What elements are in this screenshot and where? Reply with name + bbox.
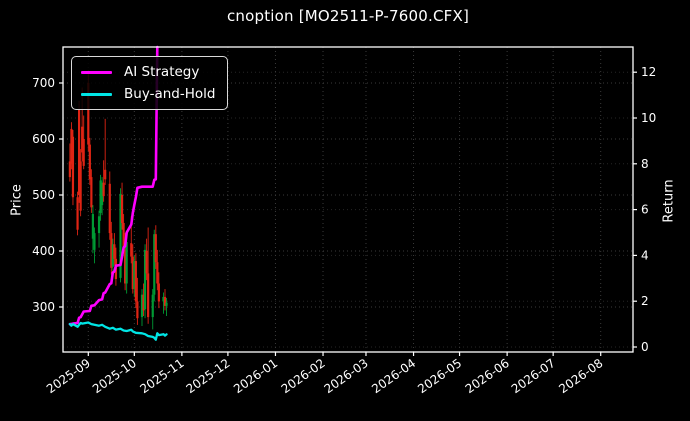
ai-strategy-line-swatch [81, 70, 112, 74]
x-tick-label: 2025-11 [138, 356, 187, 396]
candle-body [143, 249, 147, 310]
x-tick-label: 2026-01 [231, 356, 280, 396]
price-tick-label: 400 [32, 244, 55, 258]
candle-body [157, 283, 160, 302]
candle-body [153, 234, 156, 295]
x-tick-label: 2026-06 [463, 356, 512, 396]
legend-item-buy-and-hold: Buy-and-Hold [81, 86, 215, 102]
candle-body [131, 256, 134, 290]
candle-body [122, 223, 125, 247]
candle-body [162, 296, 165, 302]
candle-body [119, 193, 122, 278]
plot-border [62, 46, 634, 353]
legend-label-buy-and-hold: Buy-and-Hold [124, 86, 216, 102]
price-tick-label: 300 [32, 300, 55, 314]
candle-body [130, 243, 133, 257]
return-tick-label: 6 [641, 203, 649, 217]
candle-body [156, 262, 159, 284]
ai-strategy-line [68, 45, 159, 326]
candle-body [133, 261, 136, 290]
legend-label-ai-strategy: AI Strategy [124, 64, 200, 80]
candle-body [99, 180, 102, 213]
buy-and-hold-line-swatch [81, 92, 112, 96]
return-tick-label: 4 [641, 248, 649, 262]
candle-body [124, 249, 127, 284]
candle-body [76, 197, 79, 230]
candle-body [77, 109, 81, 195]
legend-item-ai-strategy: AI Strategy [81, 64, 215, 80]
return-tick-label: 0 [641, 340, 649, 354]
candle-body [102, 182, 105, 197]
candle-body [151, 294, 154, 318]
x-tick-label: 2025-12 [184, 356, 233, 396]
legend: AI Strategy Buy-and-Hold [71, 56, 229, 110]
candle-body [104, 169, 107, 180]
candle-body [101, 182, 104, 206]
candle-body [134, 261, 137, 302]
candle-body [91, 214, 95, 239]
x-tick-label: 2026-03 [322, 356, 371, 396]
candle-body [136, 301, 139, 319]
candle-body [70, 128, 73, 164]
candle-body [68, 161, 71, 178]
candle-body [97, 216, 101, 234]
x-tick-label: 2026-08 [556, 356, 605, 396]
candle-body [71, 136, 75, 198]
candle-body [120, 195, 124, 223]
candle-body [108, 183, 111, 234]
return-tick-label: 2 [641, 294, 649, 308]
candle-body [163, 296, 167, 306]
candle-body [147, 273, 150, 318]
candle-body [113, 244, 116, 259]
candle-body [125, 242, 128, 284]
return-tick-label: 8 [641, 157, 649, 171]
candle-body [90, 177, 93, 208]
candle-body [110, 233, 113, 268]
candle-body [79, 161, 82, 211]
candle-body [145, 251, 148, 274]
candle-body [88, 144, 91, 180]
price-tick-label: 600 [32, 132, 55, 146]
chart-title: cnoption [MO2511-P-7600.CFX] [226, 7, 470, 25]
x-tick-label: 2026-07 [509, 356, 558, 396]
candle-body [82, 139, 85, 166]
candle-body [165, 302, 168, 306]
candle-body [81, 126, 84, 153]
price-axis-label: Price [9, 184, 25, 216]
candle-body [154, 234, 157, 263]
x-tick-label: 2026-02 [279, 356, 328, 396]
x-tick-label: 2025-10 [90, 356, 139, 396]
return-axis-label: Return [661, 179, 677, 223]
candle-body [111, 244, 114, 267]
x-tick-label: 2025-09 [44, 356, 93, 396]
candle-body [93, 233, 96, 250]
buy-and-hold-line [68, 321, 168, 341]
candle-body [142, 294, 145, 311]
return-tick-label: 10 [641, 111, 656, 125]
x-tick-label: 2026-04 [369, 356, 418, 396]
candle-body [87, 83, 90, 145]
price-tick-label: 700 [32, 76, 55, 90]
price-tick-label: 500 [32, 188, 55, 202]
return-tick-label: 12 [641, 65, 656, 79]
candle-body [140, 294, 144, 318]
x-tick-label: 2026-05 [415, 356, 464, 396]
